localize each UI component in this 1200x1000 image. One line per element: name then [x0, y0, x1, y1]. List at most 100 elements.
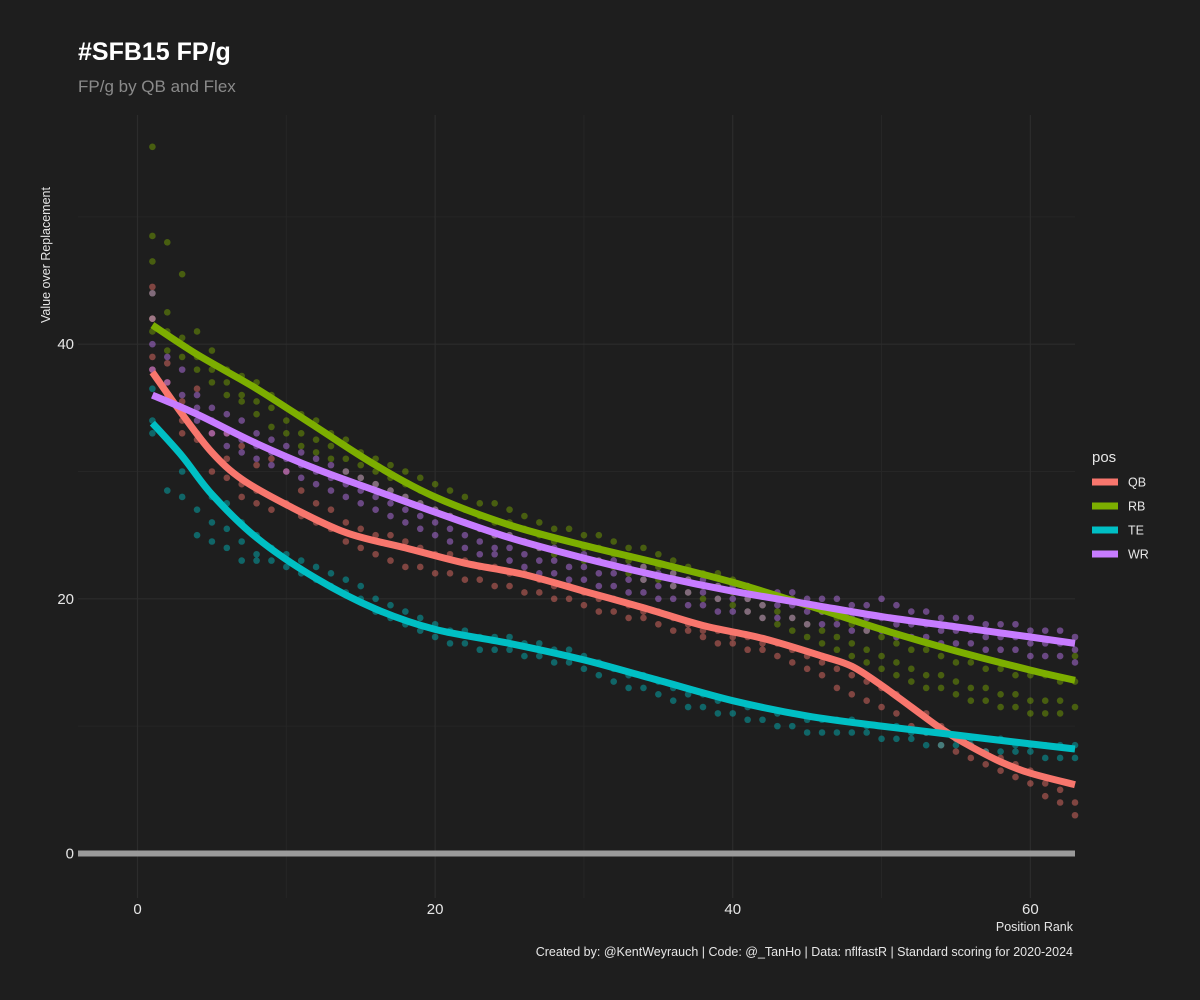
point-qb [774, 652, 781, 660]
point-wr [312, 455, 320, 463]
point-rb [1027, 710, 1034, 717]
point-qb [163, 379, 171, 386]
point-te [908, 735, 915, 743]
point-te [357, 582, 365, 590]
point-wr [193, 404, 201, 412]
point-wr [982, 620, 990, 628]
point-qb [283, 468, 290, 475]
point-wr [684, 589, 692, 596]
x-tick-label: 0 [133, 901, 141, 918]
point-te [803, 729, 811, 736]
point-rb [759, 614, 766, 622]
point-wr [893, 620, 900, 628]
point-wr [803, 620, 811, 628]
point-rb [565, 525, 573, 533]
point-rb [1012, 690, 1019, 698]
chart-subtitle: FP/g by QB and Flex [78, 77, 236, 96]
point-qb [1012, 773, 1019, 781]
point-qb [476, 576, 484, 584]
point-rb [163, 347, 171, 354]
point-rb [595, 531, 603, 539]
point-rb [967, 697, 975, 704]
point-wr [744, 608, 751, 615]
point-wr [967, 640, 975, 647]
point-te [476, 646, 484, 654]
point-rb [580, 531, 588, 539]
point-rb [967, 659, 975, 666]
point-te [655, 690, 662, 698]
point-wr [818, 620, 826, 628]
point-wr [729, 595, 737, 603]
point-rb [402, 468, 409, 475]
point-wr [893, 601, 900, 609]
point-wr [848, 627, 856, 634]
point-rb [684, 589, 692, 596]
point-wr [342, 468, 350, 475]
point-rb [312, 436, 320, 443]
point-wr [283, 468, 290, 475]
legend-title: pos [1092, 449, 1116, 466]
point-qb [714, 640, 722, 647]
point-rb [788, 627, 796, 634]
point-te [446, 640, 454, 647]
point-qb [952, 748, 960, 755]
point-rb [937, 671, 945, 679]
point-te [684, 703, 692, 711]
x-tick-label: 20 [427, 901, 444, 918]
point-wr [372, 480, 379, 488]
point-wr [535, 557, 543, 564]
point-rb [833, 646, 841, 654]
point-qb [833, 684, 841, 692]
point-rb [982, 684, 990, 692]
x-tick-label: 60 [1022, 901, 1039, 918]
point-rb [774, 620, 781, 628]
point-qb [759, 646, 766, 654]
point-qb [402, 563, 409, 571]
y-tick-label: 40 [57, 336, 74, 353]
point-wr [178, 366, 186, 373]
point-rb [223, 379, 231, 386]
point-te [833, 729, 841, 736]
point-wr [476, 550, 484, 558]
point-rb [253, 398, 260, 405]
point-te [327, 570, 335, 577]
point-qb [238, 493, 245, 501]
point-te [610, 678, 618, 685]
point-qb [788, 659, 796, 666]
point-wr [342, 493, 350, 501]
smooth-line-qb [149, 370, 1076, 789]
point-qb [163, 359, 171, 367]
smooth-line-te [149, 420, 1076, 753]
point-wr [922, 608, 930, 615]
point-qb [208, 429, 216, 437]
legend: pos QB RB TE WR [1092, 449, 1149, 562]
point-wr [476, 538, 484, 545]
point-wr [1056, 627, 1064, 634]
point-wr [982, 646, 990, 654]
point-wr [208, 404, 216, 412]
point-qb [149, 283, 156, 291]
point-wr [1071, 633, 1079, 641]
point-wr [580, 576, 588, 584]
point-wr [521, 563, 528, 571]
point-te [1041, 754, 1049, 762]
point-qb [342, 519, 350, 526]
point-wr [1027, 652, 1034, 660]
point-te [759, 716, 766, 724]
point-rb [833, 633, 841, 641]
point-te [625, 684, 632, 692]
point-wr [297, 449, 305, 456]
point-te [580, 665, 588, 673]
point-wr [506, 557, 513, 564]
point-rb [149, 258, 156, 265]
point-qb [357, 544, 365, 552]
point-qb [402, 538, 409, 545]
point-te [149, 429, 156, 437]
point-rb [640, 576, 647, 584]
point-rb [357, 461, 365, 469]
point-rb [149, 232, 156, 240]
point-qb [1041, 780, 1049, 787]
x-axis-title: Position Rank [996, 920, 1074, 934]
point-qb [312, 500, 320, 507]
point-qb [506, 582, 513, 590]
